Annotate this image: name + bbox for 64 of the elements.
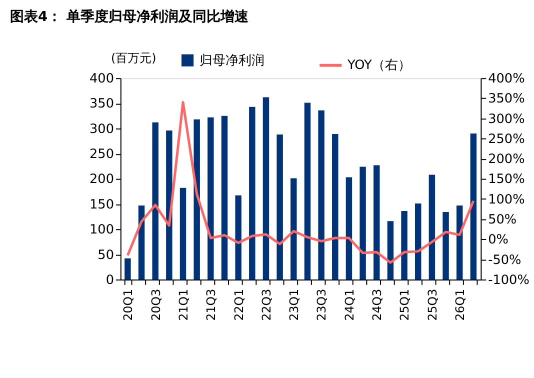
x-tick-label: 25Q1 <box>398 288 412 321</box>
y-tick-label: 0 <box>106 272 114 288</box>
x-tick-label: 20Q3 <box>148 288 163 321</box>
x-tick-label: 21Q1 <box>176 288 190 321</box>
y2-tick-label: 400% <box>488 72 525 87</box>
bar <box>428 174 436 280</box>
y-axis-title: (百万元) <box>111 50 156 65</box>
x-tick-label: 23Q1 <box>287 288 302 321</box>
x-tick-label: 25Q3 <box>425 288 440 321</box>
line-series <box>126 101 475 264</box>
bar <box>138 205 145 280</box>
x-tick-label: 26Q1 <box>453 288 468 321</box>
bar <box>415 203 422 280</box>
y-tick-label: 250 <box>90 147 114 162</box>
y2-tick-label: 250% <box>488 132 525 147</box>
bar <box>235 195 242 280</box>
x-tick-label: 23Q3 <box>314 288 329 321</box>
x-tick-label: 24Q3 <box>370 288 384 321</box>
bar <box>304 102 311 280</box>
bar <box>124 258 131 280</box>
bar <box>470 134 477 280</box>
y2-tick-label: -50% <box>488 252 522 268</box>
x-tick-label: 22Q3 <box>259 288 274 321</box>
y2-tick-label: 100% <box>488 192 525 208</box>
bar <box>442 212 449 280</box>
bar <box>221 116 228 280</box>
bar <box>276 134 283 280</box>
y2-tick-label: 200% <box>488 152 525 168</box>
bar <box>180 188 186 280</box>
legend-label: 归母净利润 <box>199 53 264 68</box>
bar <box>262 97 270 280</box>
bar <box>387 221 394 280</box>
y-tick-label: 400 <box>90 72 114 87</box>
y-tick-label: 200 <box>90 172 114 188</box>
x-tick-label: 22Q1 <box>232 288 246 321</box>
y-tick-label: 300 <box>90 122 114 137</box>
x-tick-label: 21Q3 <box>204 288 218 321</box>
bar <box>456 205 463 280</box>
y2-tick-label: 150% <box>488 172 525 188</box>
bar <box>208 117 214 280</box>
chart-title: 图表4： 单季度归母净利润及同比增速 <box>10 8 250 25</box>
y2-tick-label: 350% <box>488 92 525 107</box>
y-tick-label: 100 <box>90 222 114 238</box>
bar <box>346 177 352 280</box>
y-tick-label: 350 <box>90 96 114 112</box>
y2-tick-label: 0% <box>488 232 508 248</box>
y2-tick-label: 300% <box>488 112 525 127</box>
y2-tick-label: 50% <box>488 212 517 228</box>
y-tick-label: 50 <box>98 248 114 263</box>
bar <box>318 110 324 280</box>
y-tick-label: 150 <box>90 197 114 212</box>
bar <box>332 134 338 280</box>
x-tick-label: 20Q1 <box>121 288 136 321</box>
x-tick-label: 24Q1 <box>342 288 356 321</box>
bar <box>249 106 256 280</box>
bar <box>194 119 200 280</box>
bar <box>374 165 380 280</box>
y2-tick-label: -100% <box>488 272 530 288</box>
bar <box>401 211 408 280</box>
bar <box>290 178 297 280</box>
legend-label: YOY（右） <box>346 58 411 74</box>
bar <box>166 130 172 280</box>
bar <box>360 166 366 280</box>
bar <box>152 122 158 280</box>
